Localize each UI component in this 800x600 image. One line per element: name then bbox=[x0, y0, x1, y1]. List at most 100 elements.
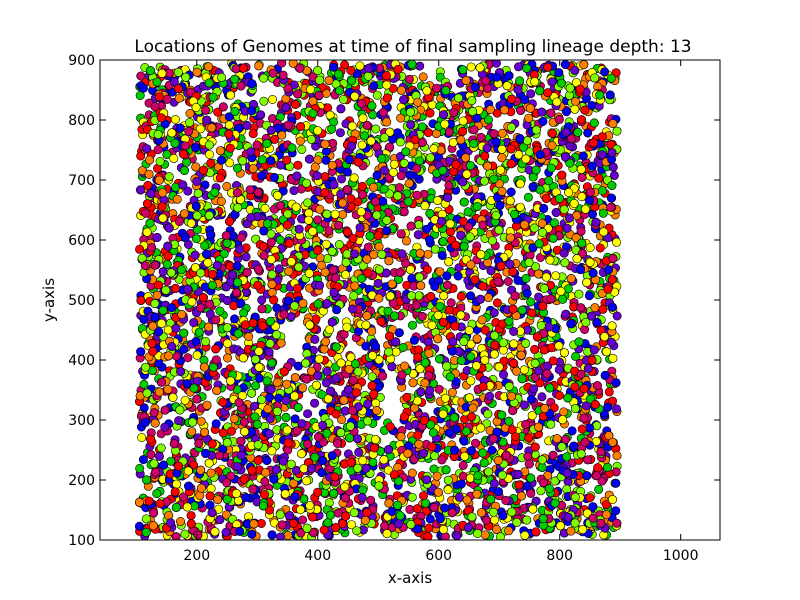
scatter-point bbox=[562, 223, 572, 233]
scatter-point bbox=[267, 358, 277, 368]
scatter-point bbox=[583, 455, 593, 465]
scatter-point bbox=[338, 95, 348, 105]
scatter-point bbox=[466, 376, 476, 386]
scatter-point bbox=[342, 227, 352, 237]
scatter-point bbox=[508, 267, 518, 277]
scatter-point bbox=[144, 496, 154, 506]
scatter-point bbox=[191, 234, 201, 244]
scatter-point bbox=[153, 145, 163, 155]
scatter-point bbox=[393, 519, 403, 529]
scatter-point bbox=[476, 132, 486, 142]
scatter-point bbox=[304, 215, 314, 225]
scatter-point bbox=[612, 451, 622, 461]
scatter-point bbox=[332, 438, 342, 448]
scatter-point bbox=[368, 110, 378, 120]
scatter-point bbox=[297, 144, 307, 154]
scatter-point bbox=[412, 190, 422, 200]
scatter-point bbox=[211, 419, 221, 429]
scatter-point bbox=[136, 71, 146, 81]
scatter-point bbox=[490, 340, 500, 350]
scatter-point bbox=[294, 224, 304, 234]
scatter-point bbox=[409, 335, 419, 345]
scatter-point bbox=[427, 100, 437, 110]
scatter-point bbox=[276, 201, 286, 211]
scatter-point bbox=[444, 127, 454, 137]
scatter-point bbox=[192, 350, 202, 360]
scatter-point bbox=[485, 391, 495, 401]
scatter-point bbox=[437, 251, 447, 261]
scatter-point bbox=[412, 164, 422, 174]
scatter-point bbox=[434, 384, 444, 394]
scatter-point bbox=[358, 485, 368, 495]
scatter-point bbox=[548, 356, 558, 366]
scatter-point bbox=[171, 532, 181, 540]
scatter-point bbox=[405, 504, 415, 514]
scatter-point bbox=[612, 237, 622, 247]
scatter-point bbox=[179, 344, 189, 354]
scatter-point bbox=[290, 414, 300, 424]
scatter-point bbox=[248, 129, 258, 139]
scatter-point bbox=[443, 485, 453, 495]
scatter-point bbox=[293, 160, 303, 170]
scatter-point bbox=[407, 468, 417, 478]
scatter-point bbox=[296, 505, 306, 515]
scatter-point bbox=[438, 524, 448, 534]
scatter-point bbox=[137, 432, 147, 442]
scatter-point bbox=[215, 515, 225, 525]
scatter-point bbox=[466, 446, 476, 456]
scatter-point bbox=[594, 484, 604, 494]
scatter-point bbox=[466, 291, 476, 301]
scatter-point bbox=[526, 297, 536, 307]
scatter-point bbox=[515, 202, 525, 212]
scatter-point bbox=[232, 261, 242, 271]
scatter-point bbox=[462, 495, 472, 505]
scatter-point bbox=[181, 72, 191, 82]
scatter-point bbox=[277, 130, 287, 140]
scatter-point bbox=[275, 510, 285, 520]
scatter-point bbox=[321, 337, 331, 347]
scatter-point bbox=[583, 128, 593, 138]
scatter-point bbox=[310, 398, 320, 408]
scatter-point bbox=[171, 323, 181, 333]
scatter-point bbox=[342, 322, 352, 332]
scatter-point bbox=[512, 517, 522, 527]
scatter-point bbox=[231, 64, 241, 74]
scatter-point bbox=[550, 498, 560, 508]
data-points bbox=[134, 60, 622, 540]
scatter-point bbox=[298, 383, 308, 393]
scatter-point bbox=[400, 361, 410, 371]
scatter-point bbox=[215, 306, 225, 316]
scatter-point bbox=[488, 507, 498, 517]
scatter-point bbox=[430, 244, 440, 254]
scatter-point bbox=[152, 290, 162, 300]
scatter-point bbox=[225, 158, 235, 168]
scatter-point bbox=[236, 298, 246, 308]
scatter-point bbox=[499, 356, 509, 366]
scatter-point bbox=[592, 381, 602, 391]
scatter-point bbox=[554, 365, 564, 375]
scatter-point bbox=[497, 128, 507, 138]
scatter-point bbox=[236, 233, 246, 243]
scatter-point bbox=[527, 308, 537, 318]
scatter-point bbox=[346, 520, 356, 530]
scatter-point bbox=[476, 508, 486, 518]
scatter-point bbox=[589, 138, 599, 148]
scatter-point bbox=[169, 153, 179, 163]
scatter-point bbox=[529, 223, 539, 233]
scatter-point bbox=[233, 163, 243, 173]
scatter-point bbox=[537, 392, 547, 402]
scatter-point bbox=[254, 373, 264, 383]
scatter-point bbox=[388, 298, 398, 308]
scatter-point bbox=[146, 450, 156, 460]
scatter-point bbox=[578, 151, 588, 161]
scatter-point bbox=[420, 201, 430, 211]
scatter-point bbox=[404, 74, 414, 84]
scatter-point bbox=[589, 345, 599, 355]
scatter-point bbox=[424, 371, 434, 381]
scatter-point bbox=[254, 61, 264, 71]
scatter-point bbox=[276, 160, 286, 170]
scatter-point bbox=[166, 456, 176, 466]
scatter-point bbox=[447, 387, 457, 397]
scatter-point bbox=[394, 183, 404, 193]
scatter-point bbox=[187, 297, 197, 307]
